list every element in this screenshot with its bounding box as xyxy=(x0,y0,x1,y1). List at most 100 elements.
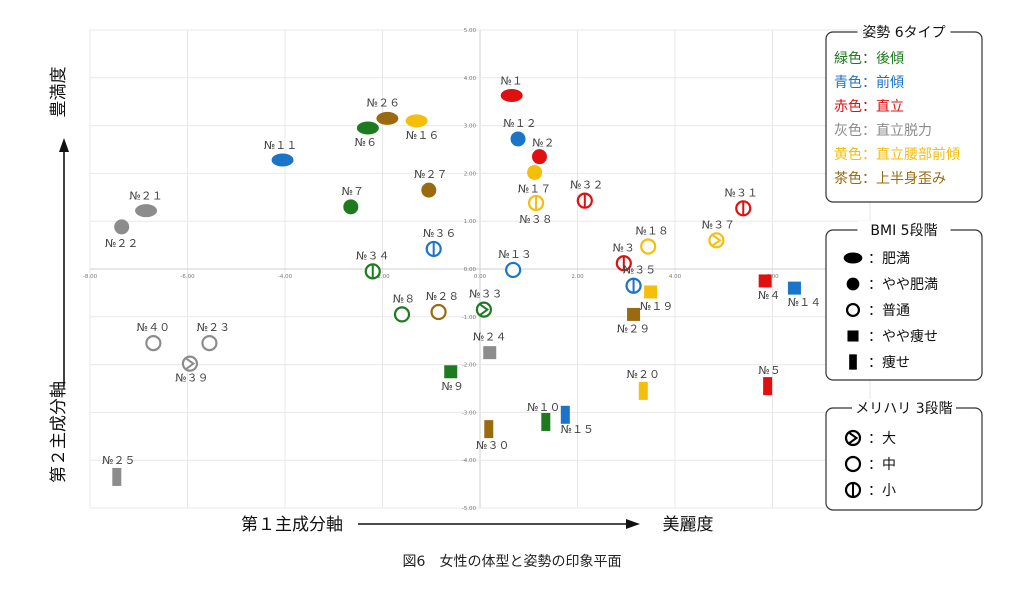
point-label: №３６ xyxy=(423,227,456,240)
marker-ring xyxy=(845,302,861,318)
point-label: №２９ xyxy=(617,322,650,335)
marker-ellipse xyxy=(356,121,379,135)
marker-dot xyxy=(421,182,437,198)
posture-legend: 姿勢 6タイプ緑色：後傾青色：前傾赤色：直立灰色：直立脱力黄色：直立腰部前傾茶色… xyxy=(825,23,983,203)
data-point xyxy=(364,263,381,280)
point-label: №８ xyxy=(393,292,415,305)
meri-legend: メリハリ 3段階 ：大 ：中 ：小 xyxy=(825,399,983,511)
data-point xyxy=(758,274,772,288)
y-tick-label: 2.00 xyxy=(464,171,477,177)
posture-legend-item: 黄色：直立腰部前傾 xyxy=(834,146,960,163)
y-tick-label: 4.00 xyxy=(464,76,477,82)
marker-ring xyxy=(430,303,447,321)
marker-square xyxy=(847,330,859,342)
point-label: №１２ xyxy=(503,117,536,130)
data-point xyxy=(114,219,130,235)
point-label: №１８ xyxy=(635,225,668,238)
marker-dot xyxy=(343,199,359,215)
posture-legend-title: 姿勢 6タイプ xyxy=(862,25,945,41)
y-tick-label: -3.00 xyxy=(462,410,477,416)
point-label: №２１ xyxy=(129,190,162,203)
marker-dot xyxy=(846,277,860,291)
point-label: №１１ xyxy=(264,139,297,152)
y-tick-label: -4.00 xyxy=(462,458,477,464)
point-label: №１０ xyxy=(527,401,560,414)
posture-legend-item: 茶色：上半身歪み xyxy=(834,170,946,187)
data-point xyxy=(527,194,545,212)
x-positive-label: 美麗度 xyxy=(663,515,714,535)
marker-ellipse xyxy=(843,252,863,264)
data-point xyxy=(376,111,399,125)
point-label: №３３ xyxy=(469,288,502,301)
posture-legend-item: 緑色：後傾 xyxy=(834,50,904,67)
x-tick-label: 6.00 xyxy=(766,274,779,280)
point-label: №３５ xyxy=(623,264,656,277)
bmi-legend-title: BMI 5段階 xyxy=(870,223,937,239)
data-point xyxy=(510,131,526,147)
y-tick-label: 3.00 xyxy=(464,124,477,130)
y-positive-label: 豊満度 xyxy=(49,67,69,118)
marker-ring xyxy=(201,334,218,352)
data-point xyxy=(560,405,570,424)
data-point xyxy=(640,238,657,255)
point-label: №３１ xyxy=(725,186,758,199)
data-point xyxy=(484,420,494,439)
point-label: №９ xyxy=(442,380,464,393)
data-point xyxy=(625,277,642,294)
bmi-legend-item: ：やや肥満 xyxy=(868,277,938,293)
marker-dot xyxy=(527,164,543,180)
marker-ellipse xyxy=(135,204,158,218)
marker-square xyxy=(483,346,497,360)
marker-square xyxy=(444,365,458,379)
x-tick-label: -8.00 xyxy=(83,274,98,280)
point-label: №３ xyxy=(613,241,635,254)
marker-bar xyxy=(763,377,773,396)
marker-ring xyxy=(844,429,862,447)
posture-legend-item: 灰色：直立脱力 xyxy=(834,122,932,139)
point-label: №４０ xyxy=(137,321,170,334)
point-label: №２３ xyxy=(197,321,230,334)
marker-dot xyxy=(114,219,130,235)
x-tick-label: -6.00 xyxy=(180,274,195,280)
point-label: №１６ xyxy=(406,129,439,142)
y-axis-title: 第２主成分軸 xyxy=(49,381,69,483)
data-point xyxy=(421,182,437,198)
marker-ring xyxy=(708,232,725,249)
marker-chevron xyxy=(712,234,722,247)
marker-square xyxy=(627,307,641,321)
point-label: №２４ xyxy=(473,331,506,344)
x-tick-label: 0.00 xyxy=(474,274,487,280)
bmi-legend-title-bg xyxy=(857,221,951,239)
bmi-legend-item: ：やや痩せ xyxy=(868,328,938,345)
y-tick-label: 5.00 xyxy=(464,28,477,34)
data-point xyxy=(425,240,442,258)
data-point xyxy=(505,261,522,279)
point-label: №１９ xyxy=(640,300,673,313)
data-point xyxy=(356,121,379,135)
x-axis-title: 第１主成分軸 xyxy=(241,515,343,535)
point-label: №１５ xyxy=(561,423,594,436)
meri-legend-title-bg xyxy=(852,399,956,417)
x-axis-arrow-head xyxy=(626,519,640,529)
marker-ring xyxy=(475,301,492,318)
marker-chevron xyxy=(479,303,490,316)
data-point xyxy=(708,232,725,249)
marker-bar xyxy=(484,420,494,439)
bmi-legend-item: ：痩せ xyxy=(868,354,910,371)
data-point xyxy=(787,281,801,295)
marker-ring xyxy=(844,455,862,473)
marker-bar xyxy=(638,381,648,400)
point-label: №３０ xyxy=(476,439,509,452)
bmi-legend-item: ：肥満 xyxy=(868,251,910,267)
marker-square xyxy=(787,281,801,295)
point-label: №２５ xyxy=(102,454,135,467)
data-point xyxy=(393,306,411,323)
data-point xyxy=(475,301,492,318)
point-layer xyxy=(112,88,801,486)
marker-chevron xyxy=(848,432,859,444)
marker-dot xyxy=(531,149,547,165)
point-label: №１３ xyxy=(498,248,531,261)
data-point xyxy=(644,285,658,299)
marker-ring xyxy=(505,261,522,279)
point-label: №１ xyxy=(500,74,522,87)
